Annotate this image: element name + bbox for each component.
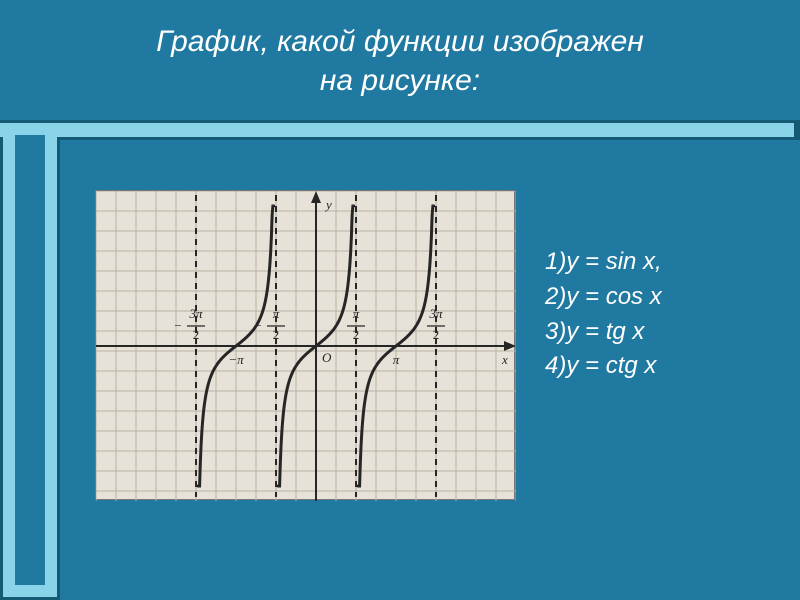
- svg-text:3π: 3π: [189, 306, 204, 321]
- svg-text:2: 2: [193, 327, 200, 342]
- option-expr: y = sin x,: [566, 248, 661, 275]
- option-3: 3)y = tg x: [545, 315, 662, 350]
- option-4: 4)y = ctg x: [545, 349, 662, 384]
- svg-text:2: 2: [433, 327, 440, 342]
- option-1: 1)y = sin x,: [545, 245, 662, 280]
- option-num: 2): [545, 283, 566, 310]
- slide: График, какой функции изображен на рисун…: [0, 0, 800, 600]
- ribbon-cutout: [15, 135, 45, 585]
- svg-text:−: −: [254, 318, 261, 333]
- svg-text:x: x: [501, 352, 508, 367]
- svg-text:O: O: [322, 350, 332, 365]
- svg-text:2: 2: [273, 327, 280, 342]
- option-num: 1): [545, 248, 566, 275]
- option-num: 4): [545, 352, 566, 379]
- option-num: 3): [545, 318, 566, 345]
- title-line-2: на рисунке:: [0, 61, 800, 100]
- ribbon-horizontal-inner: [0, 123, 794, 137]
- option-expr: y = ctg x: [566, 352, 656, 379]
- option-expr: y = cos x: [566, 283, 661, 310]
- chart-svg: yxO−3π2−π−π2π2π3π2: [96, 191, 516, 501]
- chart: yxO−3π2−π−π2π2π3π2: [95, 190, 515, 500]
- svg-text:−π: −π: [228, 352, 244, 367]
- svg-text:−: −: [174, 318, 181, 333]
- option-2: 2)y = cos x: [545, 280, 662, 315]
- svg-text:π: π: [353, 306, 360, 321]
- svg-text:3π: 3π: [428, 306, 443, 321]
- svg-text:π: π: [273, 306, 280, 321]
- slide-title: График, какой функции изображен на рисун…: [0, 22, 800, 100]
- answer-options: 1)y = sin x, 2)y = cos x 3)y = tg x 4)y …: [545, 245, 662, 384]
- svg-text:π: π: [393, 352, 400, 367]
- option-expr: y = tg x: [566, 318, 644, 345]
- svg-text:2: 2: [353, 327, 360, 342]
- title-line-1: График, какой функции изображен: [0, 22, 800, 61]
- svg-text:y: y: [324, 197, 332, 212]
